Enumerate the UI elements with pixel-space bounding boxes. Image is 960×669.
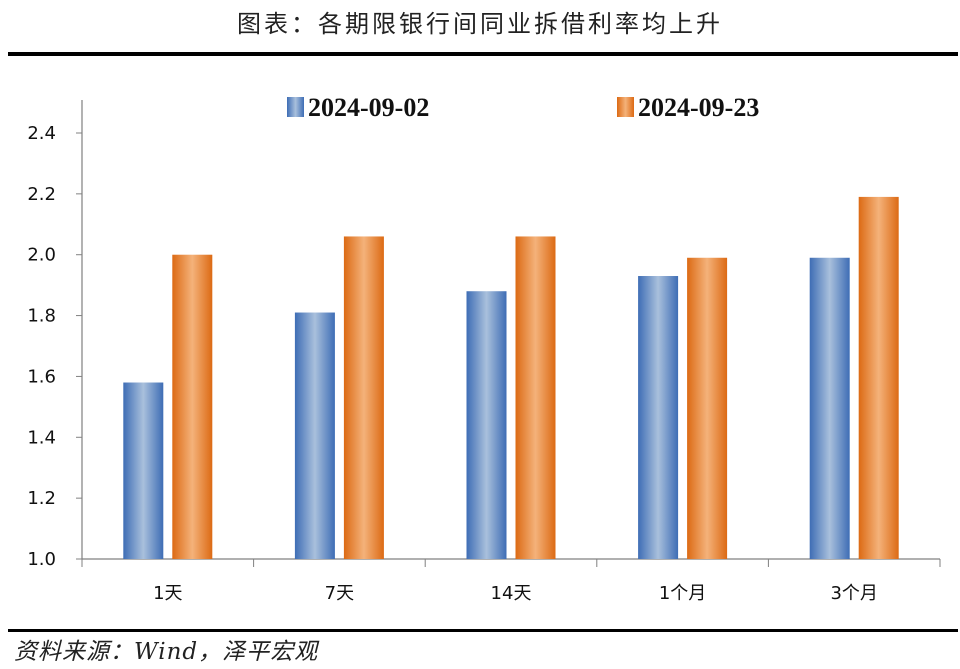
y-tick-label: 1.8 (27, 306, 56, 327)
footer-divider (8, 629, 958, 632)
bar-chart: 1.0 1.2 1.4 1.6 1.8 2.0 2.2 2.4 1天 7天 14天 1个月 3个月 20… (27, 93, 941, 604)
bar-series-2024-09-02 (809, 257, 850, 559)
bar-series-2024-09-23 (343, 236, 384, 559)
bar-series-2024-09-23 (687, 257, 728, 559)
bar-series-2024-09-02 (123, 382, 164, 559)
y-tick-label: 1.6 (27, 366, 56, 387)
bar-series-2024-09-23 (858, 196, 899, 559)
y-tick-label: 1.2 (27, 488, 56, 509)
legend-label: 2024-09-23 (638, 93, 759, 122)
title-divider (8, 52, 958, 56)
y-tick-label: 2.2 (27, 184, 56, 205)
bar-series-2024-09-02 (294, 312, 335, 559)
x-category-label: 1个月 (659, 583, 706, 604)
y-tick-label: 1.4 (27, 427, 56, 448)
x-category-label: 1天 (153, 583, 182, 604)
source-note: 资料来源：Wind，泽平宏观 (14, 639, 319, 665)
bar-series-2024-09-02 (638, 276, 679, 559)
x-category-label: 7天 (325, 583, 354, 604)
y-tick-label: 2.4 (27, 123, 56, 144)
bar-series-2024-09-23 (515, 236, 556, 559)
x-category-label: 14天 (491, 583, 532, 604)
bar-series-2024-09-02 (466, 291, 507, 559)
legend-label: 2024-09-02 (308, 93, 429, 122)
legend-swatch (287, 97, 304, 117)
y-tick-label: 2.0 (27, 245, 56, 266)
x-category-label: 3个月 (830, 583, 877, 604)
bar-series-2024-09-23 (172, 254, 213, 559)
y-tick-label: 1.0 (27, 549, 56, 570)
chart-title: 图表：各期限银行间同业拆借利率均上升 (237, 10, 723, 38)
legend-swatch (617, 97, 634, 117)
